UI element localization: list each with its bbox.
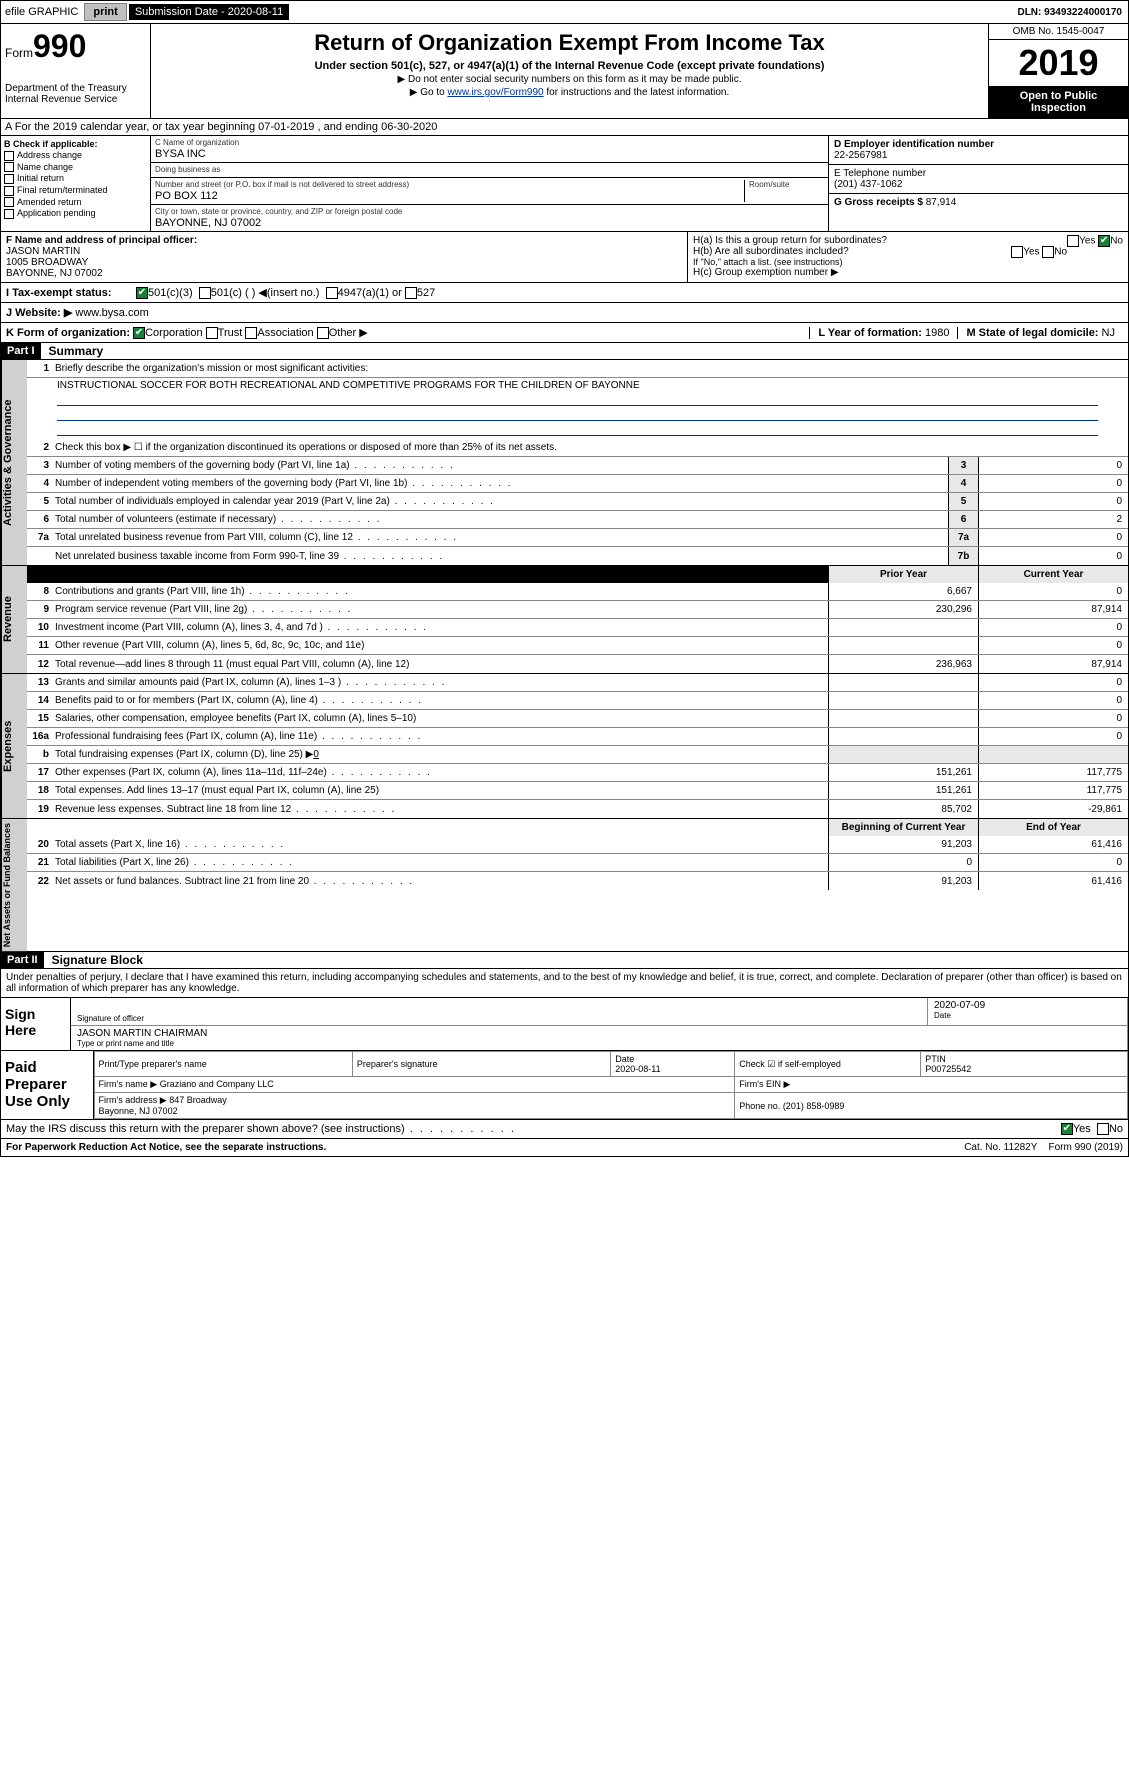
efile-topbar: efile GRAPHIC print Submission Date - 20… (0, 0, 1129, 24)
form-header: Form990 Department of the Treasury Inter… (0, 24, 1129, 119)
year-formation: 1980 (925, 327, 949, 339)
form-number-box: Form990 Department of the Treasury Inter… (1, 24, 151, 118)
box-d-e-g: D Employer identification number 22-2567… (828, 136, 1128, 231)
form-title-box: Return of Organization Exempt From Incom… (151, 24, 988, 118)
f-h-block: F Name and address of principal officer:… (0, 232, 1129, 283)
ha-yes[interactable] (1067, 235, 1079, 247)
box-h: H(a) Is this a group return for subordin… (688, 232, 1128, 282)
form-link-line: ▶ Go to www.irs.gov/Form990 for instruct… (157, 87, 982, 98)
chk-final[interactable]: Final return/terminated (4, 185, 147, 196)
dln-label: DLN: 93493224000170 (1011, 5, 1128, 20)
discuss-yes[interactable]: ✔ (1061, 1123, 1073, 1135)
v-7a: 0 (978, 529, 1128, 546)
discuss-row: May the IRS discuss this return with the… (0, 1120, 1129, 1139)
entity-block: B Check if applicable: Address change Na… (0, 136, 1129, 232)
box-b: B Check if applicable: Address change Na… (1, 136, 151, 231)
submission-label: Submission Date - 2020-08-11 (129, 4, 289, 20)
discuss-no[interactable] (1097, 1123, 1109, 1135)
officer-sig-name: JASON MARTIN CHAIRMAN (77, 1028, 1121, 1039)
chk-501c3[interactable]: ✔ (136, 287, 148, 299)
chk-name[interactable]: Name change (4, 162, 147, 173)
v-7b: 0 (978, 547, 1128, 565)
part1-rev: Revenue Prior YearCurrent Year 8Contribu… (0, 566, 1129, 674)
chk-4947[interactable] (326, 287, 338, 299)
website: www.bysa.com (75, 307, 148, 319)
page-footer: For Paperwork Reduction Act Notice, see … (0, 1139, 1129, 1157)
chk-other[interactable] (317, 327, 329, 339)
firm-name: Graziano and Company LLC (160, 1079, 274, 1089)
hb-no[interactable] (1042, 246, 1054, 258)
part1-ag: Activities & Governance 1Briefly describ… (0, 360, 1129, 566)
chk-trust[interactable] (206, 327, 218, 339)
dept-label: Department of the Treasury Internal Reve… (5, 83, 146, 105)
chk-amended[interactable]: Amended return (4, 197, 147, 208)
hb-yes[interactable] (1011, 246, 1023, 258)
part1-net: Net Assets or Fund Balances Beginning of… (0, 819, 1129, 952)
street-address: PO BOX 112 (155, 190, 744, 202)
ha-no[interactable]: ✔ (1098, 235, 1110, 247)
officer-name: JASON MARTIN (6, 246, 682, 257)
box-k-l-m: K Form of organization: ✔ Corporation Tr… (0, 323, 1129, 343)
form-title: Return of Organization Exempt From Incom… (157, 30, 982, 56)
tax-period: A For the 2019 calendar year, or tax yea… (0, 119, 1129, 136)
box-j: J Website: ▶ www.bysa.com (0, 303, 1129, 323)
part1-exp: Expenses 13Grants and similar amounts pa… (0, 674, 1129, 819)
chk-assoc[interactable] (245, 327, 257, 339)
chk-pending[interactable]: Application pending (4, 208, 147, 219)
box-f: F Name and address of principal officer:… (1, 232, 688, 282)
v-4: 0 (978, 475, 1128, 492)
open-inspection: Open to Public Inspection (989, 86, 1128, 118)
omb-number: OMB No. 1545-0047 (989, 24, 1128, 40)
v-5: 0 (978, 493, 1128, 510)
telephone: (201) 437-1062 (834, 179, 1123, 190)
sign-here-block: Sign Here Signature of officer 2020-07-0… (0, 998, 1129, 1051)
state-domicile: NJ (1102, 327, 1115, 339)
chk-501c[interactable] (199, 287, 211, 299)
gross-receipts: 87,914 (926, 197, 957, 208)
v-3: 0 (978, 457, 1128, 474)
ein: 22-2567981 (834, 150, 1123, 161)
ptin: P00725542 (925, 1064, 971, 1074)
part1-header: Part I Summary (0, 343, 1129, 360)
form-subtitle: Under section 501(c), 527, or 4947(a)(1)… (157, 60, 982, 72)
v-6: 2 (978, 511, 1128, 528)
irs-link[interactable]: www.irs.gov/Form990 (447, 87, 543, 98)
part2-header: Part II Signature Block (0, 952, 1129, 969)
chk-corp[interactable]: ✔ (133, 327, 145, 339)
box-i: I Tax-exempt status: ✔ 501(c)(3) 501(c) … (0, 283, 1129, 303)
print-button[interactable]: print (84, 3, 126, 21)
mission-text: INSTRUCTIONAL SOCCER FOR BOTH RECREATION… (57, 380, 1098, 391)
form-note-ssn: ▶ Do not enter social security numbers o… (157, 74, 982, 85)
city-state-zip: BAYONNE, NJ 07002 (155, 217, 824, 229)
box-c: C Name of organization BYSA INC Doing bu… (151, 136, 828, 231)
tax-year: 2019 (989, 40, 1128, 86)
chk-527[interactable] (405, 287, 417, 299)
paid-preparer-block: Paid Preparer Use Only Print/Type prepar… (0, 1051, 1129, 1120)
efile-label: efile GRAPHIC (1, 6, 82, 18)
org-name: BYSA INC (155, 148, 824, 160)
chk-address[interactable]: Address change (4, 150, 147, 161)
perjury-decl: Under penalties of perjury, I declare th… (0, 969, 1129, 998)
chk-initial[interactable]: Initial return (4, 173, 147, 184)
form-year-box: OMB No. 1545-0047 2019 Open to Public In… (988, 24, 1128, 118)
firm-phone: (201) 858-0989 (783, 1101, 845, 1111)
